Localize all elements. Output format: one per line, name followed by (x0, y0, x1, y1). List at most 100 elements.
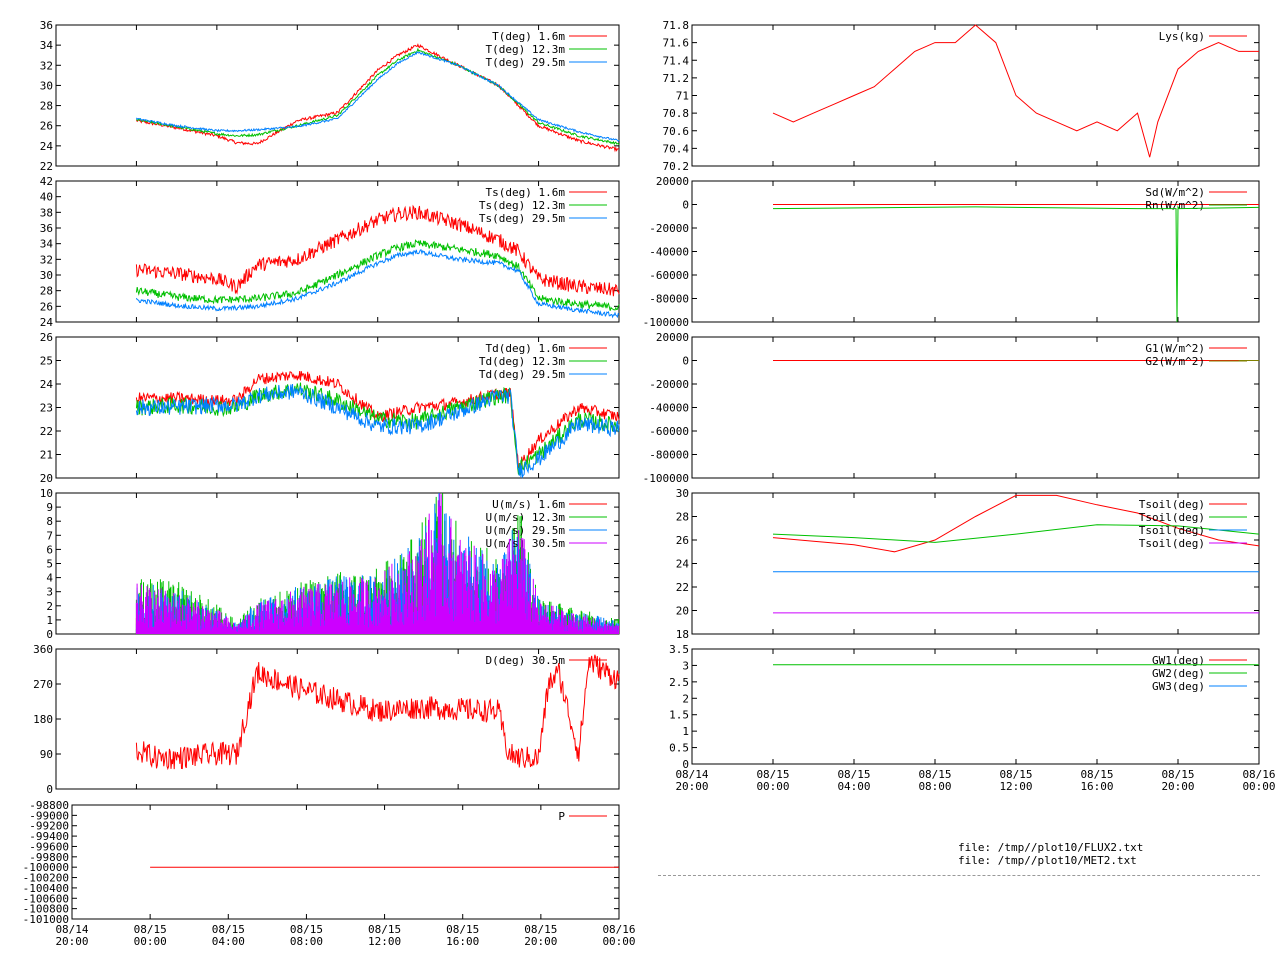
y-tick-label: -99000 (29, 809, 69, 822)
plot-frame (55, 24, 620, 167)
y-tick-label: 24 (40, 140, 54, 153)
footer-file-met: file: /tmp//plot10/MET2.txt (958, 854, 1137, 867)
legend-label: U(m/s) 12.3m (486, 511, 566, 524)
y-tick-label: 90 (40, 748, 53, 761)
y-tick-label: -100200 (23, 872, 69, 885)
series-1 (135, 43, 620, 153)
series-3 (135, 249, 620, 319)
y-tick-label: 70.6 (663, 125, 690, 138)
x-tick-label: 08/16 (1242, 768, 1275, 781)
legend-label: Ts(deg) 12.3m (479, 199, 565, 212)
y-tick-label: -100000 (643, 472, 689, 485)
y-tick-label: -40000 (649, 402, 689, 415)
legend-label: Sd(W/m^2) (1145, 186, 1205, 199)
y-tick-label: -99400 (29, 830, 69, 843)
x-tick-label: 16:00 (446, 935, 479, 948)
y-tick-label: 7 (46, 529, 53, 542)
legend-label: Td(deg) 1.6m (486, 342, 566, 355)
x-tick-label: 16:00 (1080, 780, 1113, 793)
y-tick-label: 23 (40, 402, 53, 415)
plot-frame (71, 804, 620, 920)
y-tick-label: 24 (40, 316, 54, 329)
y-tick-label: 42 (40, 175, 53, 188)
y-tick-label: 30 (676, 487, 689, 500)
y-tick-label: 3.5 (669, 643, 689, 656)
legend-label: GW3(deg) (1152, 680, 1205, 693)
y-tick-label: -99600 (29, 840, 69, 853)
y-tick-label: 28 (40, 285, 53, 298)
legend-label: G2(W/m^2) (1145, 355, 1205, 368)
x-tick-label: 12:00 (368, 935, 401, 948)
y-tick-label: -80000 (649, 449, 689, 462)
legend-label: Lys(kg) (1159, 30, 1205, 43)
y-tick-label: 1.5 (669, 709, 689, 722)
y-tick-label: 26 (40, 300, 53, 313)
y-tick-label: -80000 (649, 293, 689, 306)
legend-label: T(deg) 1.6m (492, 30, 565, 43)
x-tick-label: 08/14 (55, 923, 88, 936)
y-tick-label: 18 (676, 628, 689, 641)
legend-label: Td(deg) 12.3m (479, 355, 565, 368)
y-tick-label: 20 (676, 605, 689, 618)
y-tick-label: 2 (682, 692, 689, 705)
plot-frame (691, 648, 1260, 765)
y-tick-label: 25 (40, 355, 53, 368)
plot-frame (55, 180, 620, 323)
y-tick-label: 0 (46, 628, 53, 641)
y-tick-label: -60000 (649, 269, 689, 282)
chart-panel-temp: 22 24 26 28 30 32 34 36 T(deg) 1.6mT(deg) 12.3mT… (40, 19, 620, 173)
x-tick-label: 08/15 (524, 923, 557, 936)
x-tick-label: 08/14 (675, 768, 708, 781)
y-tick-label: 5 (46, 558, 53, 571)
y-tick-label: 22 (676, 581, 689, 594)
y-tick-label: 21 (40, 449, 53, 462)
legend-label: Ts(deg) 1.6m (486, 186, 566, 199)
y-tick-label: 0 (46, 783, 53, 796)
y-tick-label: 22 (40, 425, 53, 438)
x-tick-label: 12:00 (999, 780, 1032, 793)
x-tick-label: 08/15 (134, 923, 167, 936)
y-tick-label: 10 (40, 487, 53, 500)
y-tick-label: 30 (40, 269, 53, 282)
series-1 (772, 24, 1259, 158)
chart-panel-rad: -100000 -80000 -60000 -40000 -20000 0 20000 Sd(… (643, 175, 1260, 329)
y-tick-label: 71.8 (663, 19, 690, 32)
y-tick-label: 0 (682, 758, 689, 771)
x-tick-label: 00:00 (756, 780, 789, 793)
y-tick-label: 1 (46, 614, 53, 627)
legend-label: T(deg) 29.5m (486, 56, 566, 69)
legend-label: Tsoil(deg) (1139, 498, 1205, 511)
y-tick-label: 28 (40, 100, 53, 113)
y-tick-label: 9 (46, 501, 53, 514)
x-tick-label: 08/15 (446, 923, 479, 936)
y-tick-label: 4 (46, 572, 53, 585)
y-tick-label: 360 (33, 643, 53, 656)
y-tick-label: 20000 (656, 175, 689, 188)
chart-panel-tsoil: 18202224262830Tsoil(deg)Tsoil(deg)Tsoil(… (676, 487, 1260, 641)
x-tick-label: 08/15 (212, 923, 245, 936)
y-tick-label: -100400 (23, 882, 69, 895)
y-tick-label: 6 (46, 543, 53, 556)
y-tick-label: -60000 (649, 425, 689, 438)
y-tick-label: 26 (40, 120, 53, 133)
x-tick-label: 08/15 (837, 768, 870, 781)
series-2 (772, 205, 1260, 323)
series-4 (135, 493, 619, 634)
y-tick-label: 32 (40, 59, 53, 72)
y-tick-label: -100600 (23, 892, 69, 905)
x-tick-label: 00:00 (1242, 780, 1275, 793)
footer-file-flux: file: /tmp//plot10/FLUX2.txt (958, 841, 1144, 854)
y-tick-label: -100000 (643, 316, 689, 329)
x-tick-label: 20:00 (675, 780, 708, 793)
y-tick-label: 28 (676, 511, 689, 524)
x-tick-label: 08:00 (290, 935, 323, 948)
y-tick-label: 26 (40, 331, 53, 344)
y-tick-label: -40000 (649, 246, 689, 259)
legend-label: Tsoil(deg) (1139, 537, 1205, 550)
legend-label: GW2(deg) (1152, 667, 1205, 680)
footer-divider (658, 875, 1260, 876)
y-tick-label: 8 (46, 515, 53, 528)
y-tick-label: 71 (676, 90, 689, 103)
